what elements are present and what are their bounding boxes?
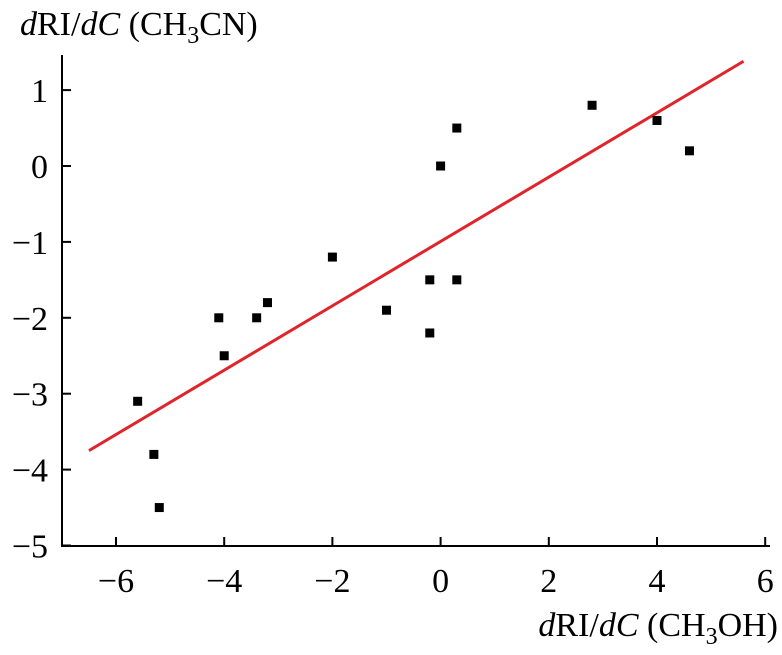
data-point xyxy=(452,275,462,285)
y-ticks-group: −5 −4 −3 −2 −1 0 1 xyxy=(12,73,71,566)
data-points-group xyxy=(133,100,694,513)
fit-line-group xyxy=(88,59,745,452)
data-point xyxy=(252,313,262,323)
y-tick-label: −1 xyxy=(12,225,48,262)
data-point xyxy=(262,298,272,308)
x-tick-label: 6 xyxy=(757,563,774,600)
data-point xyxy=(149,449,159,459)
y-tick-label: −5 xyxy=(12,529,48,566)
y-axis-title: dRI/dC (CH3CN) xyxy=(20,6,258,49)
x-tick-label: 2 xyxy=(540,563,557,600)
data-point xyxy=(425,328,435,338)
x-tick-label: 4 xyxy=(649,563,666,600)
data-point xyxy=(133,396,143,406)
data-point xyxy=(436,161,446,171)
data-point xyxy=(154,503,164,513)
data-point xyxy=(214,313,224,323)
data-point xyxy=(587,100,597,110)
data-point xyxy=(219,351,229,361)
x-tick-label: −6 xyxy=(98,563,134,600)
x-tick-label: −4 xyxy=(206,563,242,600)
data-point xyxy=(652,115,662,125)
data-point xyxy=(684,146,694,156)
y-tick-label: −4 xyxy=(12,453,48,490)
x-ticks-group: −6 −4 −2 0 2 4 6 xyxy=(98,537,774,600)
y-tick-label: −3 xyxy=(12,377,48,414)
x-axis-title: dRI/dC (CH3OH) xyxy=(538,607,778,650)
y-tick-label: 0 xyxy=(31,149,48,186)
y-tick-label: −2 xyxy=(12,301,48,338)
regression-line xyxy=(88,59,745,452)
x-tick-label: 0 xyxy=(432,563,449,600)
data-point xyxy=(425,275,435,285)
x-tick-label: −2 xyxy=(314,563,350,600)
y-tick-label: 1 xyxy=(31,73,48,110)
data-point xyxy=(327,252,337,262)
data-point xyxy=(452,123,462,133)
data-point xyxy=(382,305,391,315)
